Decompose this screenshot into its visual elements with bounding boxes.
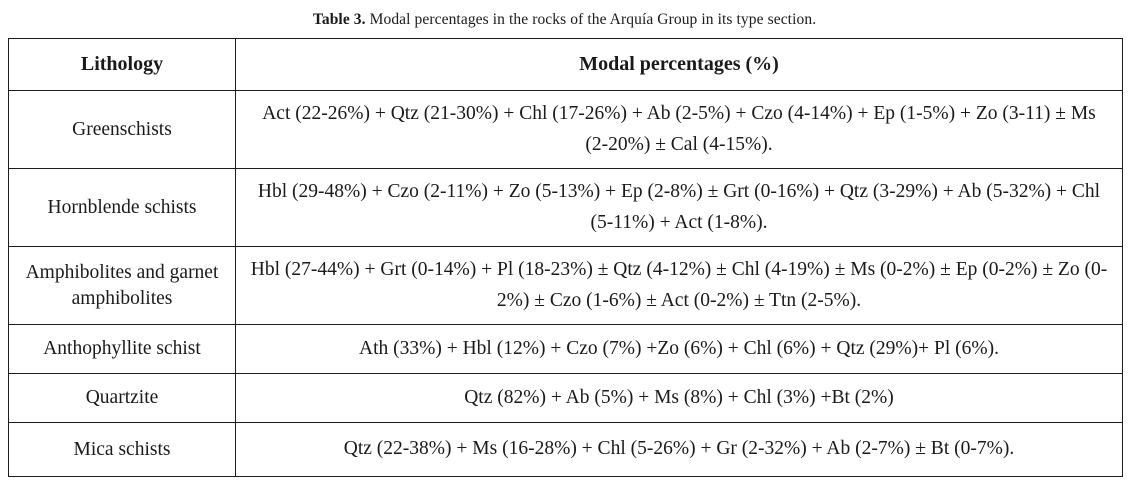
lithology-cell: Greenschists: [8, 90, 236, 169]
modal-percentages-cell: Hbl (29-48%) + Czo (2-11%) + Zo (5-13%) …: [235, 168, 1123, 247]
lithology-cell: Quartzite: [8, 373, 236, 423]
column-header-lithology: Lithology: [8, 38, 236, 91]
modal-percentages-cell: Ath (33%) + Hbl (12%) + Czo (7%) +Zo (6%…: [235, 324, 1123, 374]
table-header-row: Lithology Modal percentages (%): [8, 38, 1123, 91]
modal-percentages-cell: Qtz (82%) + Ab (5%) + Ms (8%) + Chl (3%)…: [235, 373, 1123, 423]
table-row: Quartzite Qtz (82%) + Ab (5%) + Ms (8%) …: [8, 373, 1123, 423]
table-row: Anthophyllite schist Ath (33%) + Hbl (12…: [8, 324, 1123, 374]
table-caption-label: Table 3.: [312, 11, 366, 28]
modal-percentages-cell: Qtz (22-38%) + Ms (16-28%) + Chl (5-26%)…: [235, 422, 1123, 477]
lithology-cell: Anthophyllite schist: [8, 324, 236, 374]
modal-percentages-table: Lithology Modal percentages (%) Greensch…: [8, 38, 1123, 477]
table-row: Hornblende schists Hbl (29-48%) + Czo (2…: [8, 168, 1123, 247]
table-row: Amphibolites and garnet amphibolites Hbl…: [8, 246, 1123, 325]
lithology-cell: Mica schists: [8, 422, 236, 477]
column-header-modal-percentages: Modal percentages (%): [235, 38, 1123, 91]
table-row: Greenschists Act (22-26%) + Qtz (21-30%)…: [8, 90, 1123, 169]
table-row: Mica schists Qtz (22-38%) + Ms (16-28%) …: [8, 422, 1123, 477]
table-caption-text: Modal percentages in the rocks of the Ar…: [365, 11, 817, 28]
table-caption: Table 3. Modal percentages in the rocks …: [0, 0, 1129, 29]
lithology-cell: Amphibolites and garnet amphibolites: [8, 246, 236, 325]
modal-percentages-cell: Act (22-26%) + Qtz (21-30%) + Chl (17-26…: [235, 90, 1123, 169]
lithology-cell: Hornblende schists: [8, 168, 236, 247]
modal-percentages-cell: Hbl (27-44%) + Grt (0-14%) + Pl (18-23%)…: [235, 246, 1123, 325]
